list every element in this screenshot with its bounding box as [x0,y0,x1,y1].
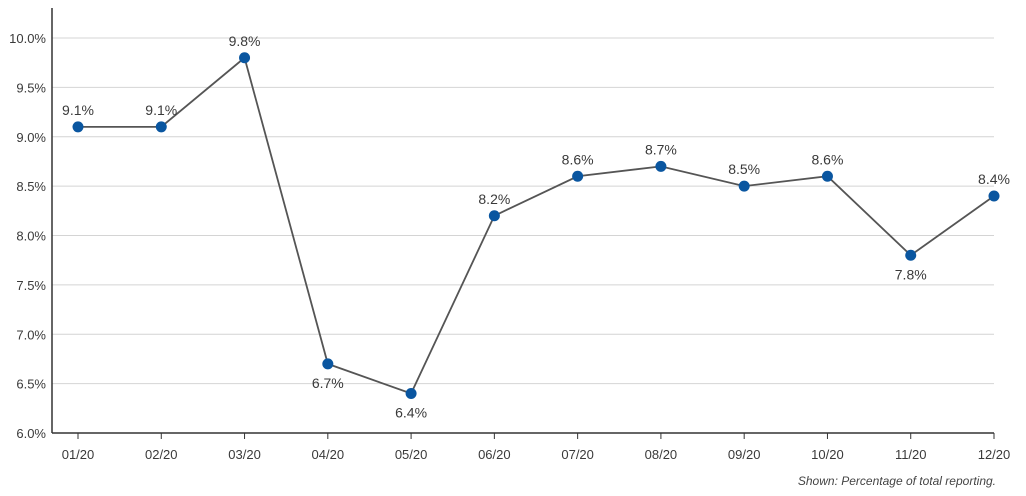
data-label: 8.2% [478,191,510,207]
data-label: 9.1% [145,102,177,118]
x-tick-label: 04/20 [312,447,345,462]
y-tick-label: 9.5% [16,80,46,95]
series-line [78,56,995,395]
data-point [738,180,750,192]
chart-note: Shown: Percentage of total reporting. [797,474,996,488]
data-label: 9.1% [62,102,94,118]
data-label: 6.7% [312,375,344,391]
x-tick-label: 09/20 [728,447,761,462]
data-point [905,249,917,261]
data-label: 6.4% [395,405,427,421]
data-point [488,210,500,222]
x-tick-label: 11/20 [895,447,927,462]
x-tick-label: 03/20 [228,447,261,462]
data-point [572,170,584,182]
x-tick-label: 06/20 [478,447,511,462]
y-tick-label: 8.0% [16,229,46,244]
data-point [155,121,167,133]
x-tick-label: 08/20 [645,447,678,462]
data-label: 8.6% [562,151,594,167]
data-label: 8.4% [978,171,1010,187]
data-point [239,52,251,64]
data-label: 9.8% [229,33,261,49]
data-point [322,358,334,370]
x-tick-label: 01/20 [62,447,95,462]
y-tick-label: 6.0% [16,426,46,441]
x-tick-label: 05/20 [395,447,428,462]
y-tick-label: 10.0% [9,31,46,46]
data-point [72,121,84,133]
y-tick-label: 7.5% [16,278,46,293]
y-tick-label: 8.5% [16,179,46,194]
y-tick-label: 9.0% [16,130,46,145]
x-tick-label: 10/20 [811,447,844,462]
data-label: 7.8% [895,266,927,282]
x-tick-label: 02/20 [145,447,178,462]
data-point [405,388,417,399]
data-point [988,190,1000,202]
data-label: 8.5% [728,161,760,177]
data-point [821,170,833,182]
data-label: 8.6% [811,151,843,167]
data-point [655,160,667,172]
data-label: 8.7% [645,141,677,157]
y-tick-label: 7.0% [16,327,46,342]
x-tick-label: 12/20 [978,447,1011,462]
x-tick-label: 07/20 [561,447,594,462]
y-tick-label: 6.5% [16,377,46,392]
